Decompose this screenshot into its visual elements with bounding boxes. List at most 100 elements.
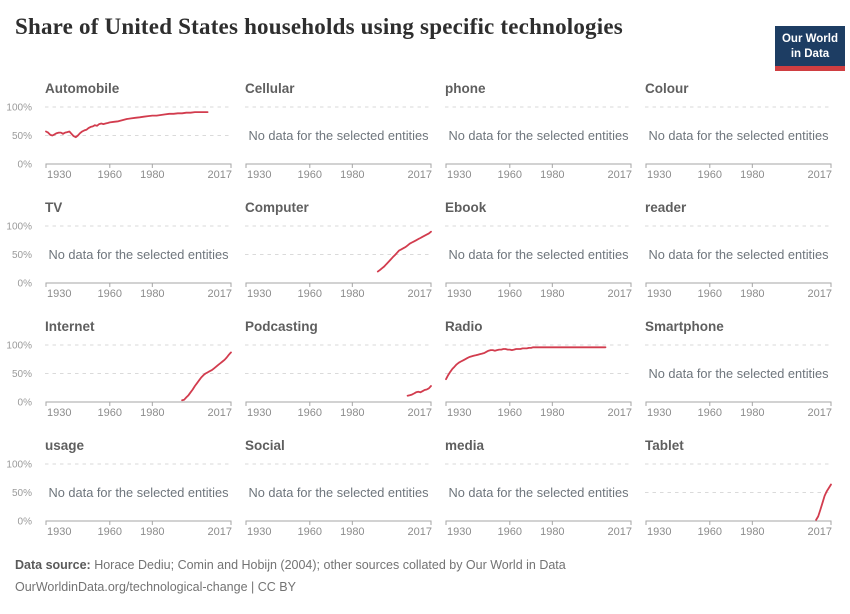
- y-axis-gutter: 100% 50% 0%: [6, 433, 32, 539]
- x-tick-label: 1930: [447, 407, 471, 419]
- facet-chart: 1930 1960 1980 2017 No data for the selected…: [645, 225, 832, 300]
- facet-title: Colour: [645, 81, 689, 96]
- facet-chart: 1930 1960 1980 2017: [45, 344, 232, 419]
- x-tick-label: 1980: [540, 288, 564, 300]
- x-tick-label: 1960: [298, 526, 322, 538]
- y-axis-gutter: 100% 50% 0%: [6, 314, 32, 420]
- x-tick-label: 1980: [140, 288, 164, 300]
- y-tick-label: 0%: [18, 279, 32, 290]
- source-text: Horace Dediu; Comin and Hobijn (2004); o…: [90, 558, 566, 572]
- x-tick-label: 2017: [808, 407, 832, 419]
- x-tick-label: 2017: [608, 526, 632, 538]
- facet-chart: 1930 1960 1980 2017 No data for the selected…: [45, 225, 232, 300]
- facet-chart: 1930 1960 1980 2017 No data for the selected…: [445, 463, 632, 538]
- facet-chart: 1930 1960 1980 2017: [245, 344, 432, 419]
- x-tick-label: 1960: [698, 526, 722, 538]
- x-tick-label: 1930: [447, 169, 471, 181]
- data-line: [406, 385, 432, 397]
- data-line: [181, 351, 232, 402]
- y-tick-label: 50%: [12, 488, 32, 499]
- source-label: Data source:: [15, 558, 91, 572]
- y-tick-label: 50%: [12, 131, 32, 142]
- x-tick-label: 1960: [98, 169, 122, 181]
- x-tick-label: 2017: [608, 288, 632, 300]
- x-tick-label: 2017: [408, 169, 432, 181]
- gutter-spacer: [6, 76, 32, 98]
- x-tick-label: 1960: [498, 526, 522, 538]
- x-tick-label: 1930: [247, 169, 271, 181]
- facet-title: phone: [445, 81, 486, 96]
- facet-phone: phone 1930 1960 1980 2017 No data for the sel…: [445, 76, 632, 182]
- facet-chart: 1930 1960 1980 2017 No data for the selected…: [645, 344, 832, 419]
- y-tick-label: 50%: [12, 250, 32, 261]
- no-data-message: No data for the selected entities: [649, 366, 829, 381]
- page-title: Share of United States households using …: [15, 14, 623, 39]
- x-tick-label: 1930: [647, 407, 671, 419]
- x-tick-label: 1930: [247, 407, 271, 419]
- x-tick-label: 1930: [47, 407, 71, 419]
- facet-title: Computer: [245, 200, 309, 215]
- no-data-message: No data for the selected entities: [49, 247, 229, 262]
- facet-title: Radio: [445, 319, 483, 334]
- x-tick-label: 1960: [698, 407, 722, 419]
- facet-title: Internet: [45, 319, 95, 334]
- x-tick-label: 1930: [647, 288, 671, 300]
- x-tick-label: 2017: [608, 407, 632, 419]
- x-tick-label: 1980: [540, 169, 564, 181]
- owid-logo-line1: Our World: [781, 33, 838, 45]
- x-tick-label: 1980: [540, 526, 564, 538]
- license-line: OurWorldinData.org/technological-change …: [15, 579, 296, 594]
- facet-media: media 1930 1960 1980 2017 No data for the sel…: [445, 433, 632, 539]
- no-data-message: No data for the selected entities: [49, 485, 229, 500]
- x-tick-label: 1980: [740, 169, 764, 181]
- data-line: [376, 230, 432, 273]
- x-tick-label: 2017: [408, 407, 432, 419]
- x-tick-label: 2017: [808, 169, 832, 181]
- x-tick-label: 1980: [340, 407, 364, 419]
- gutter-spacer: [6, 195, 32, 217]
- gutter-spacer: [6, 433, 32, 455]
- x-tick-label: 1930: [247, 526, 271, 538]
- facet-reader: reader 1930 1960 1980 2017 No data for the se…: [645, 195, 832, 301]
- facet-title: usage: [45, 438, 85, 453]
- facet-chart: 1930 1960 1980 2017: [445, 344, 632, 419]
- source-line: Data source: Horace Dediu; Comin and Hob…: [15, 555, 835, 577]
- x-tick-label: 2017: [808, 288, 832, 300]
- data-line: [445, 346, 607, 381]
- x-tick-label: 1960: [498, 169, 522, 181]
- facet-chart: 1930 1960 1980 2017 No data for the selected…: [445, 106, 632, 181]
- facet-title: Tablet: [645, 438, 684, 453]
- x-tick-label: 2017: [608, 169, 632, 181]
- y-axis-labels: 100% 50% 0%: [6, 460, 32, 528]
- facet-tv: TV 1930 1960 1980 2017 No data for the select…: [45, 195, 232, 301]
- x-tick-label: 1960: [298, 407, 322, 419]
- facet-chart: 1930 1960 1980 2017 No data for the selected…: [645, 106, 832, 181]
- facet-title: TV: [45, 200, 63, 215]
- y-tick-label: 50%: [12, 369, 32, 380]
- facet-title: Cellular: [245, 81, 295, 96]
- x-tick-label: 1980: [540, 407, 564, 419]
- facet-title: Smartphone: [645, 319, 724, 334]
- x-tick-label: 2017: [208, 288, 232, 300]
- x-tick-label: 1960: [498, 407, 522, 419]
- facet-usage: usage 1930 1960 1980 2017 No data for the sel…: [45, 433, 232, 539]
- x-tick-label: 2017: [408, 288, 432, 300]
- owid-logo[interactable]: Our World in Data: [775, 26, 845, 71]
- x-tick-label: 1930: [647, 169, 671, 181]
- x-tick-label: 1960: [498, 288, 522, 300]
- facet-smartphone: Smartphone 1930 1960 1980 2017 No data for th…: [645, 314, 832, 420]
- x-tick-label: 1930: [47, 288, 71, 300]
- facet-title: Automobile: [45, 81, 120, 96]
- facet-chart: 1930 1960 1980 2017: [645, 463, 832, 538]
- facet-automobile: Automobile 1930 1960 1980 2017: [45, 76, 232, 182]
- x-tick-label: 1980: [140, 169, 164, 181]
- y-axis-labels: 100% 50% 0%: [6, 222, 32, 290]
- footer: Data source: Horace Dediu; Comin and Hob…: [15, 555, 835, 599]
- owid-logo-line2: in Data: [790, 47, 830, 60]
- facet-title: Podcasting: [245, 319, 318, 334]
- no-data-message: No data for the selected entities: [249, 128, 429, 143]
- facet-tablet: Tablet 1930 1960 1980 2017: [645, 433, 832, 539]
- facet-chart: 1930 1960 1980 2017 No data for the selected…: [245, 463, 432, 538]
- x-tick-label: 1960: [698, 288, 722, 300]
- x-tick-label: 1960: [698, 169, 722, 181]
